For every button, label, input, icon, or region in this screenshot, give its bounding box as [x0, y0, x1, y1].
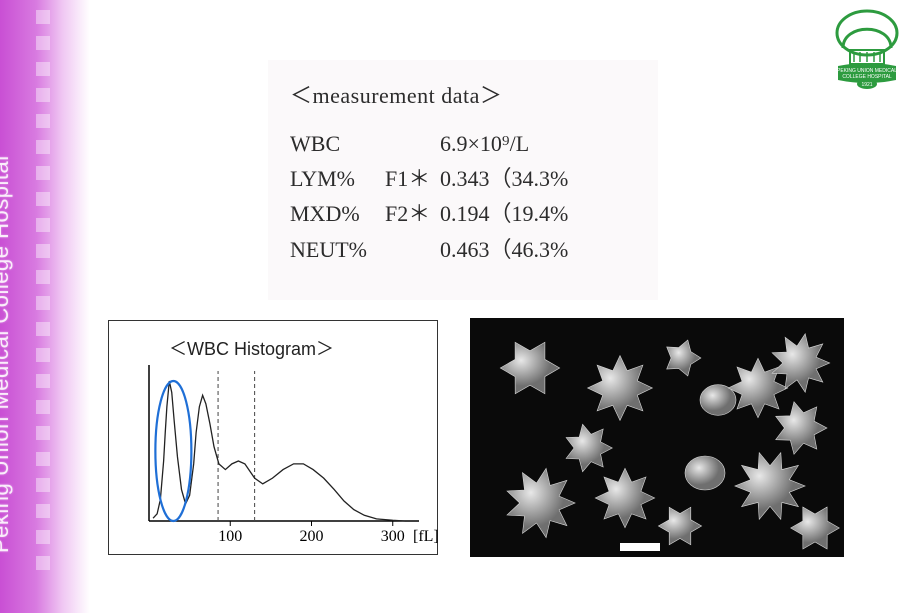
measurement-value: 0.194（19.4%	[440, 196, 636, 231]
electron-micrograph	[470, 318, 844, 557]
measurement-label: LYM%	[290, 161, 385, 196]
measurement-flag	[385, 232, 440, 267]
measurement-label: MXD%	[290, 196, 385, 231]
wbc-histogram-panel: ＜WBC Histogram＞ 100 200 300 [fL]	[108, 320, 438, 555]
measurement-label: WBC	[290, 126, 385, 161]
histogram-title: ＜WBC Histogram＞	[169, 335, 334, 361]
svg-text:[fL]: [fL]	[413, 528, 439, 545]
logo-year: 1921	[861, 82, 872, 88]
measurement-row: LYM%F1＊0.343（34.3%	[290, 161, 636, 196]
measurement-title: ＜measurement data＞	[290, 78, 636, 110]
svg-text:200: 200	[300, 528, 324, 545]
hospital-logo: PEKING UNION MEDICAL COLLEGE HOSPITAL 19…	[828, 8, 906, 90]
measurement-flag	[385, 126, 440, 161]
svg-text:300: 300	[381, 528, 405, 545]
sidebar-squares	[36, 0, 56, 613]
svg-text:100: 100	[218, 528, 242, 545]
measurement-flag: F2＊	[385, 196, 440, 231]
micrograph-svg	[470, 318, 844, 557]
measurement-value: 0.463（46.3%	[440, 232, 636, 267]
sidebar-institution-text: Peking Union Medical College Hospital	[0, 155, 14, 553]
measurement-row: NEUT% 0.463（46.3%	[290, 232, 636, 267]
measurement-label: NEUT%	[290, 232, 385, 267]
measurement-flag: F1＊	[385, 161, 440, 196]
measurement-value: 0.343（34.3%	[440, 161, 636, 196]
measurement-row: WBC 6.9×10⁹/L	[290, 126, 636, 161]
measurement-data-panel: ＜measurement data＞ WBC6.9×10⁹/LLYM%F1＊0.…	[268, 60, 658, 300]
measurement-value: 6.9×10⁹/L	[440, 126, 636, 161]
measurement-row: MXD%F2＊0.194（19.4%	[290, 196, 636, 231]
